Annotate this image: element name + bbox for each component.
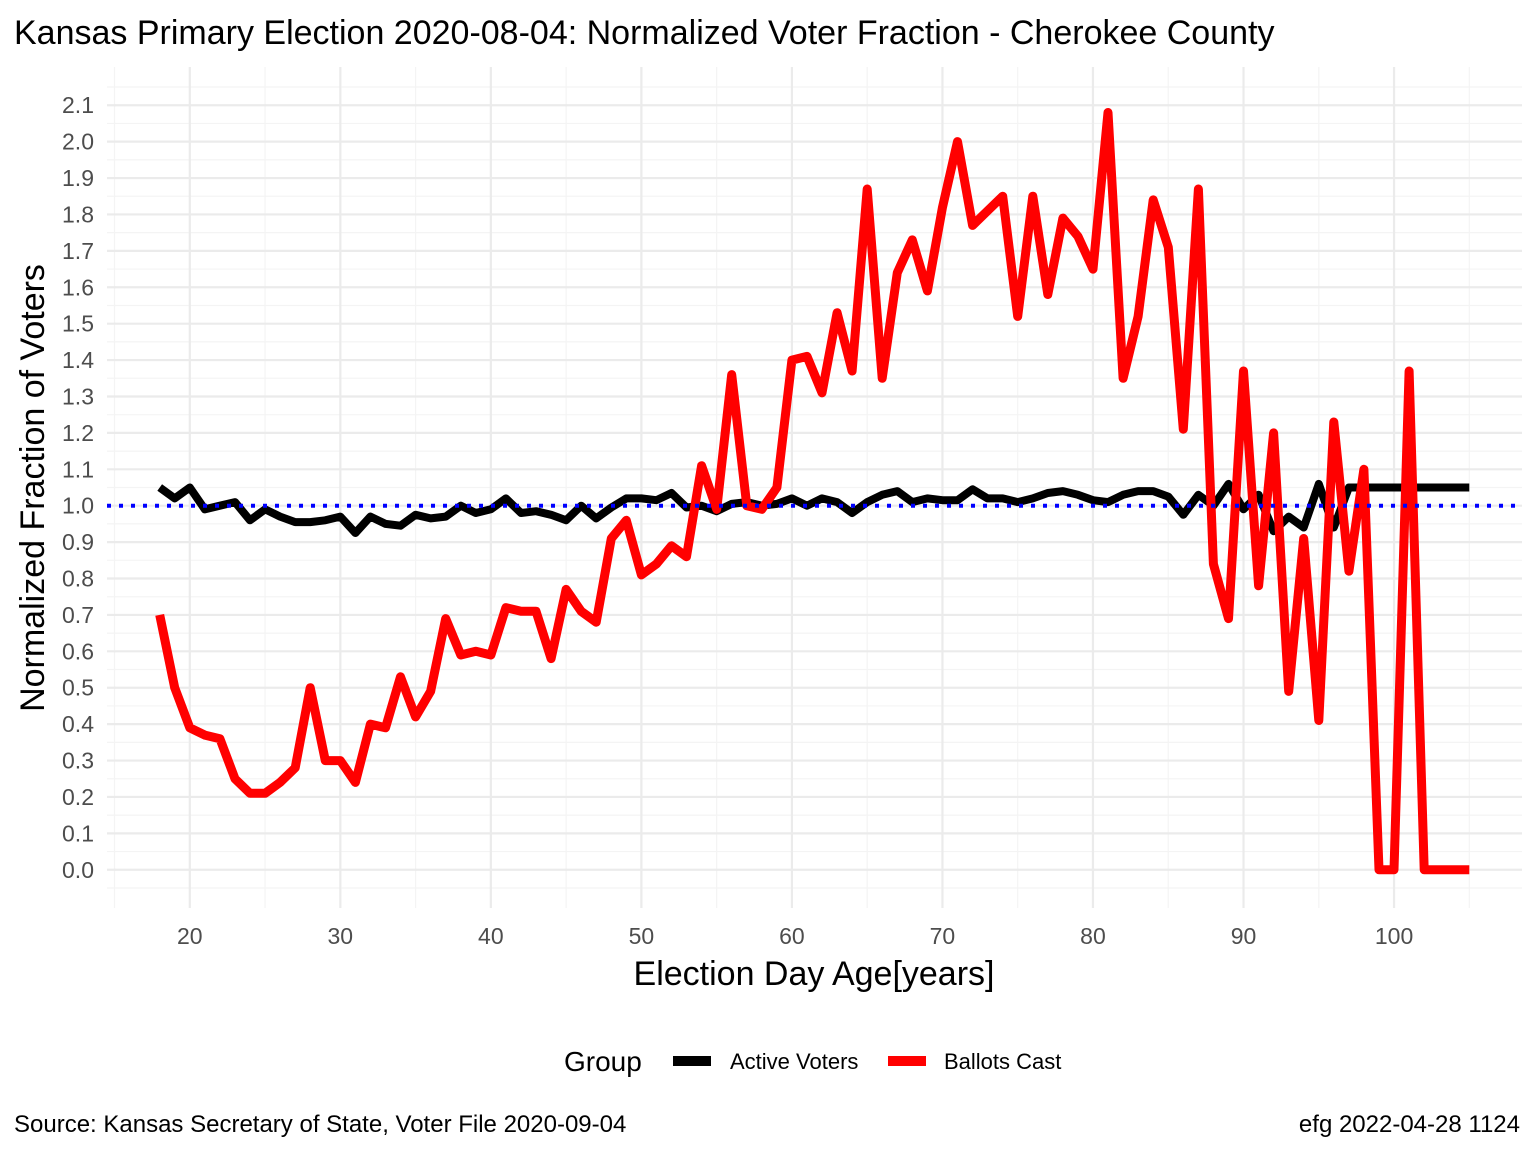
y-tick-label: 0.7: [62, 602, 94, 628]
legend-title: Group: [564, 1046, 642, 1077]
x-axis-title: Election Day Age[years]: [634, 955, 995, 993]
y-tick-label: 1.6: [62, 274, 94, 300]
y-tick-label: 0.4: [62, 711, 94, 737]
x-tick-label: 80: [1080, 923, 1106, 949]
y-tick-label: 1.1: [62, 456, 94, 482]
y-tick-label: 0.2: [62, 784, 94, 810]
series-group: [155, 108, 1470, 875]
x-tick-label: 20: [177, 923, 203, 949]
y-tick-label: 0.1: [62, 820, 94, 846]
x-axis-ticks: 20 30 40 50 60 70 80 90 100: [177, 923, 1413, 949]
x-tick-label: 30: [328, 923, 354, 949]
y-tick-label: 2.0: [62, 129, 94, 155]
y-tick-label: 1.3: [62, 383, 94, 409]
y-tick-label: 1.2: [62, 420, 94, 446]
y-axis-ticks: 0.0 0.1 0.2 0.3 0.4 0.5 0.6 0.7 0.8 0.9 1.0 1.1 1.2 1…: [62, 92, 94, 883]
y-tick-label: 1.4: [62, 347, 94, 373]
x-tick-label: 50: [629, 923, 655, 949]
y-tick-label: 1.0: [62, 493, 94, 519]
y-tick-label: 2.1: [62, 92, 94, 118]
x-tick-label: 60: [779, 923, 805, 949]
caption-source: Source: Kansas Secretary of State, Voter…: [14, 1111, 626, 1138]
y-tick-label: 0.3: [62, 748, 94, 774]
y-tick-label: 0.6: [62, 638, 94, 664]
y-tick-label: 0.8: [62, 566, 94, 592]
grid: [107, 67, 1522, 908]
chart-title: Kansas Primary Election 2020-08-04: Norm…: [14, 14, 1274, 52]
y-tick-label: 0.9: [62, 529, 94, 555]
y-tick-label: 1.8: [62, 201, 94, 227]
caption-author: efg 2022-04-28 1124: [1299, 1111, 1520, 1138]
series-line-ballots-cast: [155, 108, 1470, 875]
x-tick-label: 90: [1231, 923, 1257, 949]
x-tick-label: 70: [930, 923, 956, 949]
y-tick-label: 0.5: [62, 675, 94, 701]
x-tick-label: 40: [478, 923, 504, 949]
legend-label-ballots-cast: Ballots Cast: [944, 1049, 1061, 1074]
y-axis-title: Normalized Fraction of Voters: [14, 264, 52, 712]
y-tick-label: 0.0: [62, 857, 94, 883]
legend: Group Active Voters Ballots Cast: [564, 1046, 1061, 1077]
legend-label-active-voters: Active Voters: [730, 1049, 858, 1074]
y-tick-label: 1.7: [62, 238, 94, 264]
x-tick-label: 100: [1375, 923, 1413, 949]
y-tick-label: 1.5: [62, 311, 94, 337]
y-tick-label: 1.9: [62, 165, 94, 191]
